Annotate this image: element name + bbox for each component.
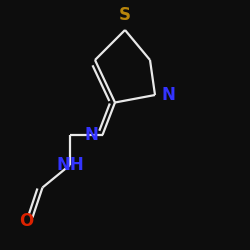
- Text: O: O: [19, 212, 34, 230]
- Text: NH: NH: [56, 156, 84, 174]
- Text: N: N: [161, 86, 175, 104]
- Text: S: S: [119, 6, 131, 24]
- Text: N: N: [85, 126, 99, 144]
